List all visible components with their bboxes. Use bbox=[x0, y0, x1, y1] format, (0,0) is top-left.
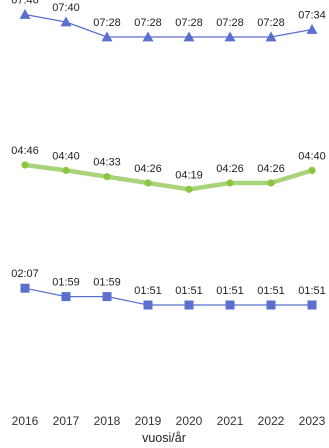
series-2-point-2017 bbox=[62, 166, 70, 174]
series-1-label-2023: 07:34 bbox=[298, 10, 326, 22]
series-3-label-2022: 01:51 bbox=[257, 285, 285, 297]
series-2-label-2022: 04:26 bbox=[257, 163, 285, 175]
series-3: 02:07 01:59 01:59 01:51 01:51 01:51 01:51 01:51 bbox=[11, 268, 326, 310]
x-tick-label-2018: 2018 bbox=[94, 414, 121, 428]
series-3-point-2018 bbox=[102, 292, 112, 302]
series-1-label-2018: 07:28 bbox=[93, 17, 121, 29]
series-3-point-2021 bbox=[225, 300, 235, 310]
series-2-point-2021 bbox=[226, 179, 234, 187]
x-tick-label-2023: 2023 bbox=[299, 414, 326, 428]
series-2-point-2022 bbox=[267, 179, 275, 187]
series-1-point-2023 bbox=[306, 24, 318, 34]
series-3-label-2017: 01:59 bbox=[52, 277, 80, 289]
series-1-point-2022 bbox=[265, 31, 277, 42]
series-3-point-2022 bbox=[266, 300, 276, 310]
series-2-label-2023: 04:40 bbox=[298, 150, 326, 162]
series-1-point-2020 bbox=[183, 31, 195, 42]
series-1-point-2021 bbox=[224, 31, 236, 42]
series-1-point-2017 bbox=[60, 16, 72, 27]
x-tick-label-2020: 2020 bbox=[176, 414, 203, 428]
series-2: 04:46 04:40 04:33 04:26 04:19 04:26 04:26 04:40 bbox=[11, 145, 326, 193]
series-3-line bbox=[24, 287, 313, 306]
x-axis-title: vuosi/år bbox=[142, 431, 186, 445]
series-3-label-2016: 02:07 bbox=[11, 268, 39, 280]
series-3-label-2018: 01:59 bbox=[93, 277, 121, 289]
series-2-label-2020: 04:19 bbox=[175, 169, 203, 181]
x-tick-label-2016: 2016 bbox=[12, 414, 39, 428]
series-1-label-2022: 07:28 bbox=[257, 17, 285, 29]
series-3-point-2023 bbox=[307, 300, 317, 310]
series-3-label-2019: 01:51 bbox=[134, 285, 162, 297]
series-3-point-2020 bbox=[184, 300, 194, 310]
series-layer: 07:46 07:40 07:28 07:28 07:28 07:28 07:28 07:34… bbox=[11, 0, 326, 310]
series-3-label-2021: 01:51 bbox=[216, 285, 244, 297]
series-2-point-2019 bbox=[144, 179, 152, 187]
series-2-point-2016 bbox=[21, 161, 29, 169]
series-1-point-2018 bbox=[101, 31, 113, 42]
series-1-line bbox=[24, 13, 313, 38]
x-tick-label-2017: 2017 bbox=[53, 414, 80, 428]
x-axis: 2016 2017 2018 2019 2020 2021 2022 2023 bbox=[12, 414, 326, 428]
series-3-label-2023: 01:51 bbox=[298, 285, 326, 297]
series-1-point-2016 bbox=[19, 9, 31, 19]
series-2-label-2016: 04:46 bbox=[11, 145, 39, 157]
series-2-point-2020 bbox=[185, 185, 193, 193]
x-tick-label-2021: 2021 bbox=[217, 414, 244, 428]
series-2-label-2021: 04:26 bbox=[216, 163, 244, 175]
series-1-label-2020: 07:28 bbox=[175, 17, 203, 29]
series-1-label-2021: 07:28 bbox=[216, 17, 244, 29]
series-2-line bbox=[22, 162, 315, 192]
x-tick-label-2022: 2022 bbox=[258, 414, 285, 428]
series-2-label-2019: 04:26 bbox=[134, 163, 162, 175]
series-2-label-2017: 04:40 bbox=[52, 150, 80, 162]
series-1-point-2019 bbox=[142, 31, 154, 42]
series-1-label-2019: 07:28 bbox=[134, 17, 162, 29]
series-1-label-2016: 07:46 bbox=[11, 0, 39, 7]
series-2-label-2018: 04:33 bbox=[93, 157, 121, 169]
x-tick-label-2019: 2019 bbox=[135, 414, 162, 428]
series-1: 07:46 07:40 07:28 07:28 07:28 07:28 07:28 07:34 bbox=[11, 0, 326, 42]
series-3-label-2020: 01:51 bbox=[175, 285, 203, 297]
series-3-point-2019 bbox=[143, 300, 153, 310]
series-2-point-2023 bbox=[308, 166, 316, 174]
series-3-point-2016 bbox=[20, 283, 30, 293]
series-3-point-2017 bbox=[61, 292, 71, 302]
series-2-point-2018 bbox=[103, 173, 111, 181]
series-1-label-2017: 07:40 bbox=[52, 2, 80, 14]
